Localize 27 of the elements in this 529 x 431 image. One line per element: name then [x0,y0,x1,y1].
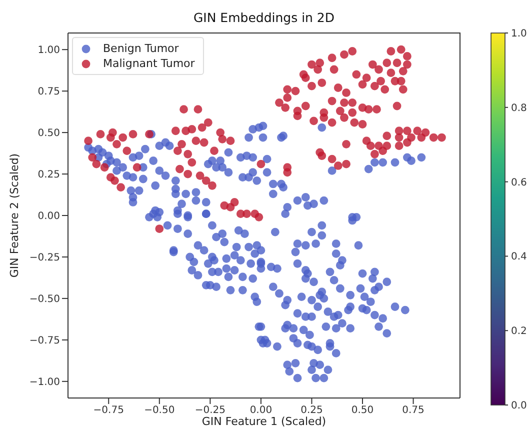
y-tick-label: −0.50 [29,294,60,306]
color-bar-label: 0.8 [511,102,527,114]
legend-label: Malignant Tumor [103,56,195,71]
y-tick-label: 0.00 [38,211,60,222]
x-tick-label: −0.75 [93,405,124,416]
x-tick-label: 0.50 [351,405,374,416]
y-tick-label: −0.75 [29,335,60,346]
y-tick-label: −0.25 [29,252,60,264]
legend-label: Benign Tumor [103,41,179,56]
color-bar-label: 0.0 [511,400,527,412]
x-tick-label: 0.00 [250,405,272,416]
color-bar-label: 0.4 [511,252,527,263]
y-tick-label: 0.25 [38,170,60,181]
color-bar-label: 0.2 [511,326,527,338]
x-tick-label: 0.75 [402,405,424,416]
color-bar-label: 1.0 [511,28,527,40]
x-axis-title: GIN Feature 1 (Scaled) [202,415,326,428]
x-tick-label: −0.25 [194,405,226,416]
y-tick-label: 0.50 [38,128,60,140]
x-tick-label: −0.50 [144,405,175,416]
y-tick-label: 1.00 [38,45,60,56]
chart-title: GIN Embeddings in 2D [193,10,335,25]
x-tick-label: 0.25 [300,405,323,416]
y-axis-title: GIN Feature 2 (Scaled) [8,153,21,278]
y-tick-label: 0.75 [38,86,60,98]
color-bar-label: 0.6 [511,177,527,188]
y-tick-label: −1.00 [29,376,60,388]
